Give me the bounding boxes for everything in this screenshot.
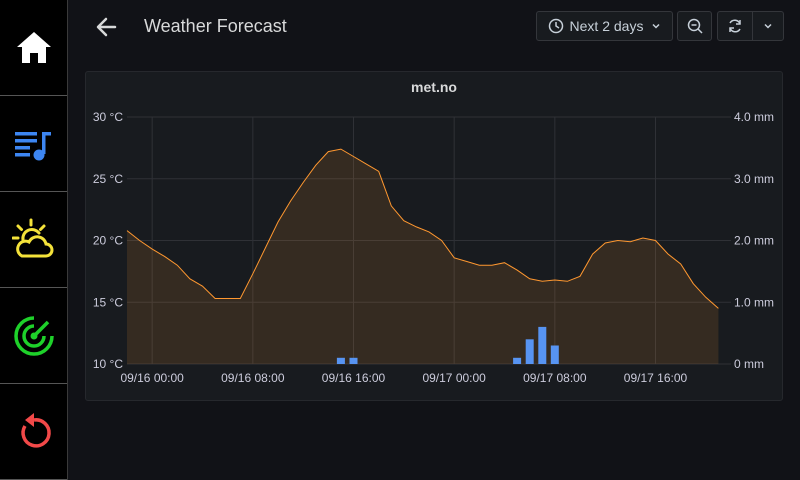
- temperature-fill: [127, 149, 719, 364]
- y-right-tick-label: 2.0 mm: [734, 234, 774, 248]
- refresh-button[interactable]: [717, 11, 753, 41]
- temperature-area: [126, 148, 719, 364]
- precipitation-bar: [550, 345, 559, 364]
- y-left-tick-label: 30 °C: [93, 110, 123, 124]
- sidebar-item-home[interactable]: [0, 0, 67, 96]
- precipitation-bar: [538, 326, 547, 364]
- y-right-tick-label: 4.0 mm: [734, 110, 774, 124]
- time-range-label: Next 2 days: [569, 18, 644, 34]
- precipitation-bar: [513, 357, 522, 364]
- y-axis-left: 10 °C 15 °C 20 °C 25 °C 30 °C: [93, 110, 123, 371]
- chevron-down-icon: [764, 23, 772, 29]
- chart-grid: [127, 116, 731, 365]
- radar-icon: [13, 315, 54, 356]
- time-range-picker[interactable]: Next 2 days: [536, 11, 673, 41]
- playlist-icon: [14, 131, 51, 160]
- temperature-line: [126, 148, 719, 309]
- zoom-out-button[interactable]: [677, 11, 712, 41]
- home-icon: [16, 31, 51, 63]
- x-tick-label: 09/17 16:00: [624, 371, 688, 385]
- x-tick-label: 09/16 16:00: [322, 371, 386, 385]
- precipitation-bar: [525, 339, 534, 364]
- chart-panel: met.no 10 °C 15 °C 20 °C 25 °C 30 °C 0 mm 1.0…: [85, 71, 783, 401]
- sidebar-item-radar[interactable]: [0, 288, 67, 384]
- back-button[interactable]: [93, 14, 119, 40]
- y-left-tick-label: 20 °C: [93, 234, 123, 248]
- y-left-tick-label: 25 °C: [93, 172, 123, 186]
- page-title: Weather Forecast: [144, 16, 287, 36]
- precipitation-bar: [336, 357, 345, 364]
- top-bar: Weather Forecast Next 2 days: [67, 0, 800, 56]
- clock-icon: [548, 18, 563, 34]
- y-right-tick-label: 1.0 mm: [734, 295, 774, 309]
- restart-icon: [20, 412, 51, 448]
- y-axis-right: 0 mm 1.0 mm 2.0 mm 3.0 mm 4.0 mm: [734, 110, 774, 371]
- chevron-down-icon: [652, 23, 660, 29]
- y-left-tick-label: 10 °C: [93, 357, 123, 371]
- sidebar: [0, 0, 68, 480]
- y-right-tick-label: 0 mm: [734, 357, 764, 371]
- precipitation-bar: [349, 357, 358, 364]
- y-right-tick-label: 3.0 mm: [734, 172, 774, 186]
- refresh-interval-dropdown[interactable]: [752, 11, 784, 41]
- sidebar-item-weather[interactable]: [0, 192, 67, 288]
- sidebar-item-restart[interactable]: [0, 384, 67, 480]
- sidebar-item-playlist[interactable]: [0, 96, 67, 192]
- panel-title: met.no: [411, 79, 457, 95]
- arrow-left-icon: [96, 17, 117, 37]
- x-tick-label: 09/16 00:00: [120, 371, 184, 385]
- precipitation-bars: [336, 326, 559, 364]
- weather-partly-cloudy-icon: [11, 218, 53, 257]
- x-tick-label: 09/16 08:00: [221, 371, 285, 385]
- x-tick-label: 09/17 08:00: [523, 371, 587, 385]
- weather-chart: 10 °C 15 °C 20 °C 25 °C 30 °C 0 mm 1.0 mm 2.0 …: [93, 110, 774, 385]
- y-left-tick-label: 15 °C: [93, 295, 123, 309]
- refresh-icon: [729, 19, 741, 33]
- x-axis: 09/16 00:00 09/16 08:00 09/16 16:00 09/17 0…: [120, 371, 687, 385]
- zoom-out-icon: [687, 18, 703, 34]
- x-tick-label: 09/17 00:00: [422, 371, 486, 385]
